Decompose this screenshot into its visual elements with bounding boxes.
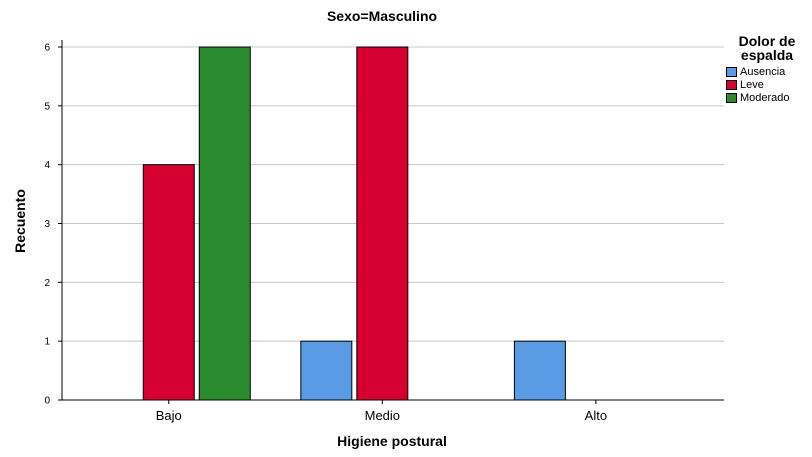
legend-item: Moderado — [726, 91, 810, 104]
x-axis-title: Higiene postural — [337, 433, 447, 449]
y-tick-label: 0 — [44, 396, 50, 407]
x-tick-label: Medio — [365, 408, 400, 423]
legend-swatch — [726, 79, 737, 90]
legend-title-line-1: Dolor de — [738, 33, 796, 49]
legend: Dolor de espalda Ausencia Leve Moderado — [724, 34, 810, 104]
bar-moderado-bajo — [198, 46, 251, 401]
legend-title: Dolor de espalda — [724, 34, 810, 62]
legend-swatch — [726, 66, 737, 77]
legend-item: Leve — [726, 78, 810, 91]
y-axis-title: Recuento — [12, 189, 28, 253]
y-tick-label: 6 — [44, 43, 50, 54]
bar-ausencia-alto — [513, 340, 566, 401]
bar-ausencia-medio — [300, 340, 353, 401]
x-tick-label: Bajo — [156, 408, 182, 423]
y-tick-label: 3 — [44, 219, 50, 230]
x-axis-ticks: Bajo Medio Alto — [156, 400, 607, 423]
bar-leve-medio — [356, 46, 409, 401]
y-tick-label: 1 — [44, 337, 50, 348]
bars — [142, 46, 566, 401]
legend-items: Ausencia Leve Moderado — [724, 65, 810, 104]
y-tick-label: 5 — [44, 101, 50, 112]
x-tick-label: Alto — [585, 408, 607, 423]
legend-label: Moderado — [740, 91, 790, 104]
bar-leve-bajo — [142, 164, 195, 401]
legend-swatch — [726, 92, 737, 103]
legend-label: Leve — [740, 78, 764, 91]
legend-label: Ausencia — [740, 65, 786, 78]
y-axis-ticks: 0 1 2 3 4 5 6 — [44, 43, 62, 407]
y-tick-label: 2 — [44, 278, 50, 289]
legend-item: Ausencia — [726, 65, 810, 78]
y-tick-label: 4 — [44, 160, 50, 171]
legend-title-line-2: espalda — [740, 47, 794, 63]
chart-title: Sexo=Masculino — [327, 8, 437, 24]
